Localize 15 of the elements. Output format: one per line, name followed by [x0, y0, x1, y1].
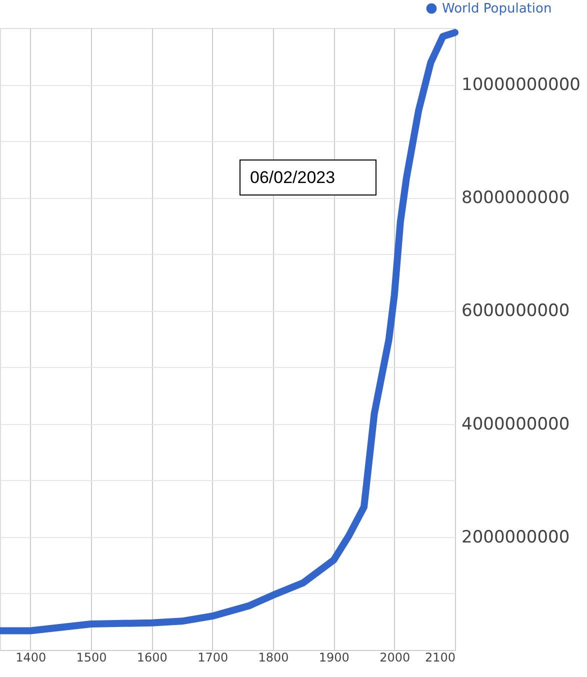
x-tick-label: 1900: [318, 650, 350, 664]
x-tick-label: 1700: [198, 650, 228, 664]
y-tick-label: 8000000000: [462, 188, 570, 208]
x-tick-label: 2100: [424, 650, 456, 664]
annotation: 06/02/2023: [250, 168, 336, 187]
x-tick-label: 2000: [380, 650, 410, 664]
x-tick-label: 1600: [136, 650, 168, 664]
x-tick-label: 1400: [16, 650, 46, 664]
y-tick-label: 6000000000: [462, 301, 570, 322]
y-tick-label: 4000000000: [462, 414, 570, 434]
x-tick-label: 1800: [258, 650, 289, 664]
y-tick-label: 2000000000: [462, 527, 570, 548]
y-tick-label: 10000000000: [462, 75, 580, 96]
legend-label: World Population: [442, 2, 552, 16]
x-tick-label: 1500: [76, 650, 107, 664]
